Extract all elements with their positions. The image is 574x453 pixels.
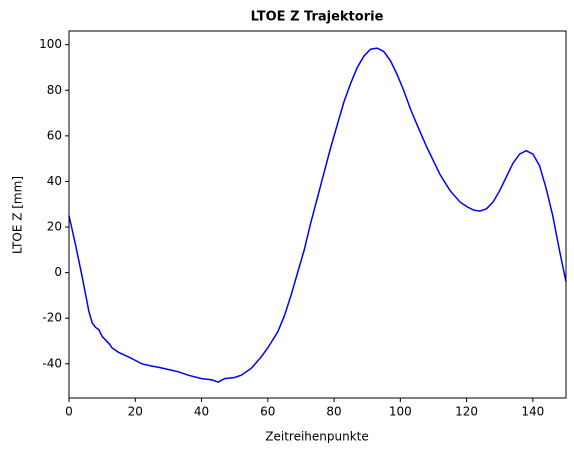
x-axis-label: Zeitreihenpunkte [265, 430, 369, 444]
x-tick-label: 100 [389, 405, 412, 419]
y-tick-label: 40 [47, 174, 62, 188]
x-tick-label: 0 [65, 405, 73, 419]
chart-title: LTOE Z Trajektorie [251, 10, 384, 25]
y-tick-label: 60 [47, 128, 62, 142]
x-tick-label: 60 [260, 405, 275, 419]
x-tick-label: 80 [326, 405, 341, 419]
x-tick-label: 120 [455, 405, 478, 419]
y-tick-label: 80 [47, 83, 62, 97]
line-series [68, 47, 567, 383]
x-tick-label: 140 [521, 405, 544, 419]
x-tick-label: 40 [194, 405, 209, 419]
y-axis-label: LTOE Z [mm] [11, 176, 25, 254]
y-tick-label: -20 [42, 311, 62, 325]
x-tick-label: 20 [128, 405, 143, 419]
y-tick-label: 20 [47, 220, 62, 234]
y-tick-label: -40 [42, 356, 62, 370]
plot-frame [68, 30, 567, 399]
y-tick-label: 100 [39, 37, 62, 51]
y-tick-label: 0 [54, 265, 62, 279]
